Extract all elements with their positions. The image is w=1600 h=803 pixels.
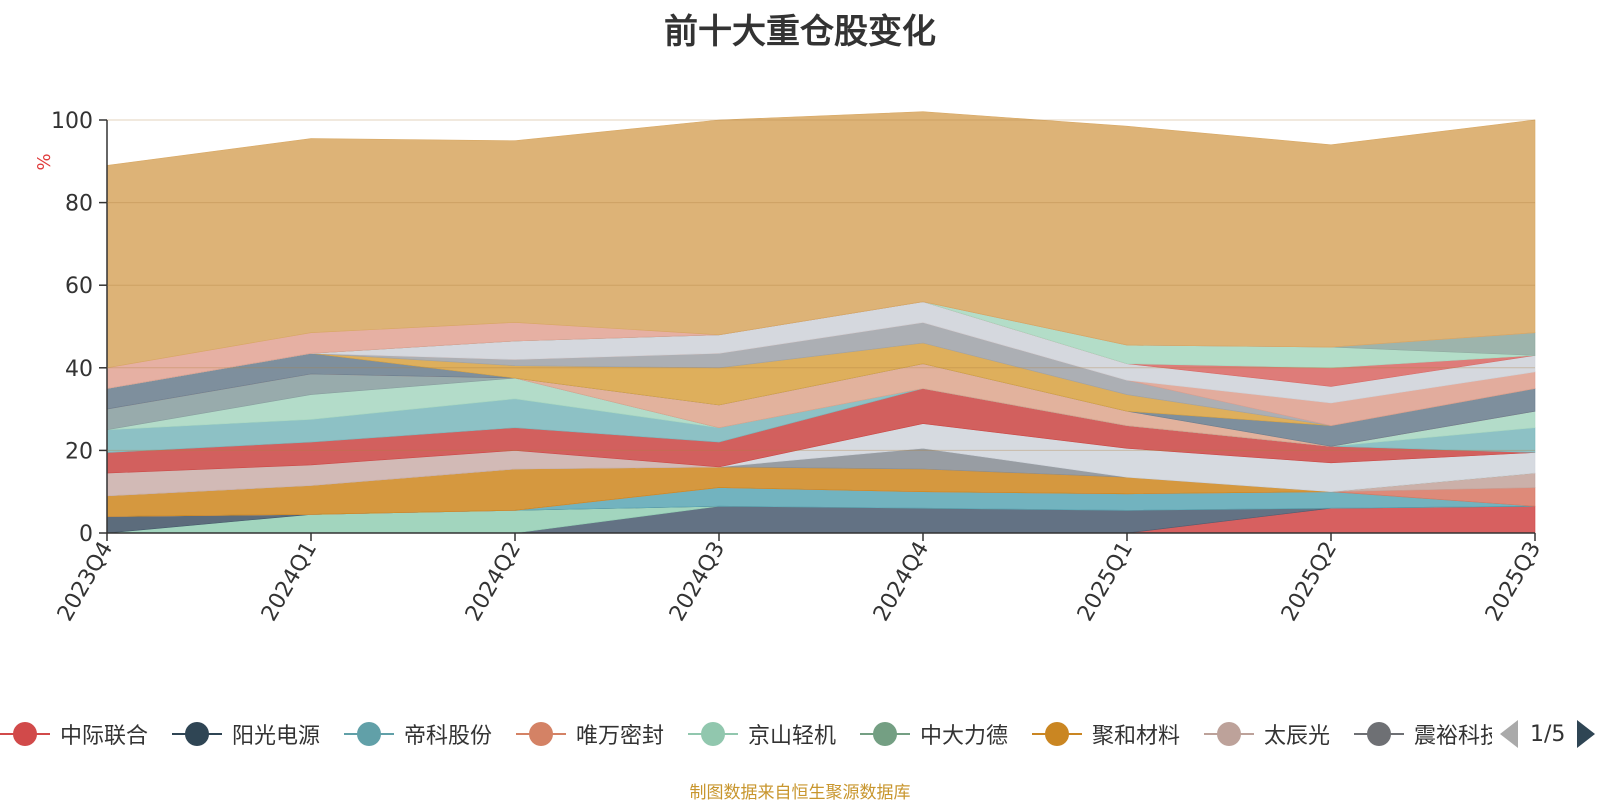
legend-circle-icon xyxy=(344,719,394,749)
legend-label: 聚和材料 xyxy=(1092,724,1181,749)
legend-next-arrow-icon[interactable] xyxy=(1577,720,1596,748)
legend-item[interactable]: 京山轻机 xyxy=(688,714,836,754)
legend-circle-icon xyxy=(516,719,566,749)
legend-label: 中际联合 xyxy=(60,724,149,749)
legend-circle-icon xyxy=(688,719,738,749)
legend-item[interactable]: 震裕科技 xyxy=(1354,714,1492,754)
legend-circle-icon xyxy=(1354,719,1404,749)
stacked-area-chart: 0 20 40 60 80 100 2023Q4 2024Q1 2024Q2 2024Q3 2024… xyxy=(34,109,1546,626)
legend: 中际联合 阳光电源 帝科股份 唯万密封 京山轻机 中大力德 聚和材料 太辰光 震裕科技 1/5 xyxy=(0,714,1600,754)
y-tick-label: 0 xyxy=(79,522,93,547)
x-tick-label: 2025Q3 xyxy=(1481,538,1546,626)
legend-item[interactable]: 太辰光 xyxy=(1204,714,1330,754)
legend-circle-icon xyxy=(860,719,910,749)
legend-label: 京山轻机 xyxy=(748,724,837,749)
legend-pager: 1/5 xyxy=(1500,714,1596,754)
y-tick-label: 100 xyxy=(51,109,93,134)
legend-item[interactable]: 帝科股份 xyxy=(344,714,492,754)
grid-layer xyxy=(107,119,1535,451)
x-tick-label: 2023Q4 xyxy=(53,538,118,626)
y-tick-label: 80 xyxy=(65,192,93,217)
x-tick-label: 2025Q2 xyxy=(1277,538,1342,626)
legend-items: 中际联合 阳光电源 帝科股份 唯万密封 京山轻机 中大力德 聚和材料 太辰光 震裕科技 xyxy=(0,714,1492,754)
legend-item[interactable]: 聚和材料 xyxy=(1032,714,1180,754)
legend-label: 太辰光 xyxy=(1264,724,1331,749)
legend-circle-icon xyxy=(0,719,50,749)
legend-item[interactable]: 唯万密封 xyxy=(516,714,664,754)
legend-item[interactable]: 中大力德 xyxy=(860,714,1008,754)
area-layer xyxy=(106,111,1536,534)
legend-label: 中大力德 xyxy=(920,724,1009,749)
area-series-27 xyxy=(106,111,1536,369)
y-tick-label: 40 xyxy=(65,357,93,382)
legend-circle-icon xyxy=(1204,719,1254,749)
x-tick-label: 2024Q3 xyxy=(665,538,730,626)
legend-prev-arrow-icon[interactable] xyxy=(1500,720,1518,748)
legend-circle-icon xyxy=(1032,719,1082,749)
legend-page-indicator: 1/5 xyxy=(1530,721,1566,747)
legend-label: 震裕科技 xyxy=(1414,724,1492,749)
legend-label: 唯万密封 xyxy=(576,724,665,749)
x-tick-label: 2024Q1 xyxy=(257,538,322,626)
legend-item[interactable]: 中际联合 xyxy=(0,714,148,754)
source-note: 制图数据来自恒生聚源数据库 xyxy=(689,783,911,803)
legend-label: 阳光电源 xyxy=(232,724,321,749)
y-tick-label: 60 xyxy=(65,274,93,299)
y-tick-label: 20 xyxy=(65,439,93,464)
x-tick-label: 2025Q1 xyxy=(1073,538,1138,626)
x-tick-label: 2024Q2 xyxy=(461,538,526,626)
legend-item[interactable]: 阳光电源 xyxy=(172,714,320,754)
x-tick-label: 2024Q4 xyxy=(869,538,934,626)
y-axis-label: % xyxy=(34,153,55,170)
legend-circle-icon xyxy=(172,719,222,749)
legend-label: 帝科股份 xyxy=(404,724,493,749)
chart-title: 前十大重仓股变化 xyxy=(664,12,936,52)
